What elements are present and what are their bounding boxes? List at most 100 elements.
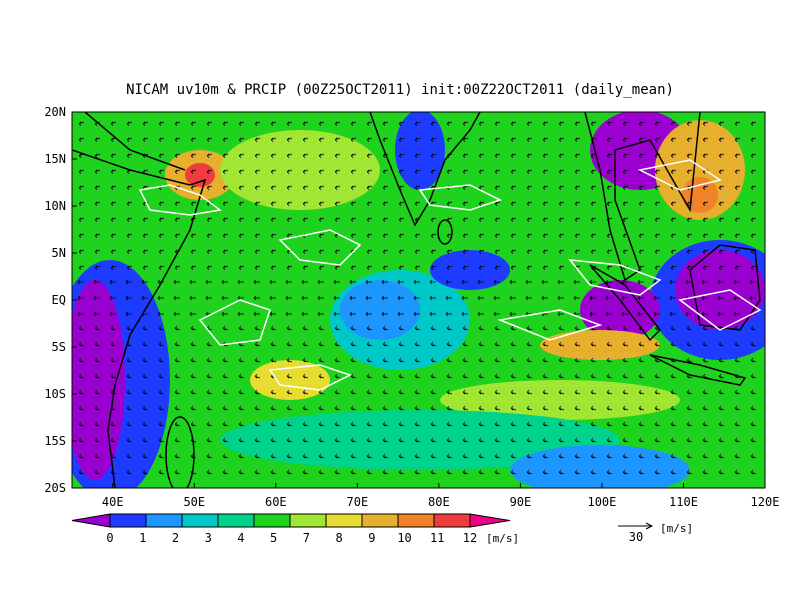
wind-arrow [606,421,613,427]
colorbar-label: 7 [303,531,310,545]
wind-arrow [333,279,340,285]
wind-arrow [126,265,133,271]
wind-arrow [158,121,165,127]
wind-arrow [638,373,645,379]
wind-arrow [158,357,165,363]
wind-arrow [382,137,389,143]
wind-arrow [622,357,629,363]
wind-arrow [206,389,213,395]
wind-arrow [174,325,181,331]
wind-arrow [286,265,293,271]
wind-arrow [254,325,261,331]
wind-arrow [494,153,501,159]
wind-arrow [398,249,405,255]
wind-arrow [478,373,485,379]
wind-arrow [462,233,469,239]
wind-arrow [318,137,325,143]
wind-arrow [494,389,501,395]
lat-label: 15S [44,434,66,448]
wind-arrow [382,249,389,255]
wind-arrow [77,295,84,301]
wind-arrow [334,437,341,443]
wind-arrow [670,469,677,475]
wind-arrow [270,357,277,363]
wind-arrow [718,265,725,271]
wind-arrow [142,249,149,255]
wind-arrow [702,405,709,411]
wind-arrow [686,169,693,175]
wind-arrow [686,121,693,127]
wind-arrow [254,121,261,127]
colorbar-end [71,513,111,528]
wind-arrow [558,169,565,175]
wind-arrow [190,437,197,443]
wind-arrow [270,469,277,475]
wind-arrow [654,121,661,127]
coast-indochina [584,112,701,282]
wind-arrow [286,233,293,239]
wind-arrow [270,265,277,271]
wind-arrow [349,279,356,285]
wind-arrow [590,341,597,347]
wind-arrow [430,153,437,159]
wind-arrow [702,389,709,395]
lon-label: 60E [265,495,287,509]
wind-arrow [670,373,677,379]
wind-arrow [382,421,389,427]
wind-arrow [510,469,517,475]
wind-arrow [238,265,245,271]
wind-arrow [702,233,709,239]
wind-arrow [638,265,645,271]
wind-arrow [477,295,484,301]
wind-arrow [590,373,597,379]
wind-arrow [126,389,133,395]
precip-contour [268,364,352,391]
wind-arrow [702,201,709,207]
wind-arrow [462,453,469,459]
wind-arrow [654,233,661,239]
wind-arrow [254,169,261,175]
wind-arrow [750,421,757,427]
wind-arrow [654,373,661,379]
wind-arrow [318,453,325,459]
wind-arrow [413,295,420,301]
wind-arrow [334,137,341,143]
wind-arrow [638,437,645,443]
colorbar-label: 1 [139,531,146,545]
wind-arrow [605,279,612,285]
wind-arrow [142,169,149,175]
wind-arrow [126,405,133,411]
wind-arrow [429,311,436,317]
wind-arrow [94,469,101,475]
wind-arrow [445,311,452,317]
wind-arrow [718,421,725,427]
wind-arrow [702,325,709,331]
wind-arrow [110,169,117,175]
wind-arrow [302,437,309,443]
wind-arrow [254,421,261,427]
wind-arrow [462,341,469,347]
wind-arrow [542,437,549,443]
wind-arrow [157,295,164,301]
wind-arrow [397,279,404,285]
wind-arrow [350,341,357,347]
wind-arrow [398,137,405,143]
wind-arrow [318,469,325,475]
wind-arrow [158,453,165,459]
wind-arrow [525,295,532,301]
wind-arrow [398,153,405,159]
wind-arrow [654,389,661,395]
wind-arrow [750,265,757,271]
wind-arrow [158,137,165,143]
wind-arrow [286,137,293,143]
colorbar-label: 4 [237,531,244,545]
wind-arrow [382,233,389,239]
wind-arrow [653,311,660,317]
wind-arrow [254,137,261,143]
wind-arrow [750,121,757,127]
wind-arrow [142,217,149,223]
wind-arrow [574,153,581,159]
wind-arrow [414,201,421,207]
wind-arrow [478,265,485,271]
